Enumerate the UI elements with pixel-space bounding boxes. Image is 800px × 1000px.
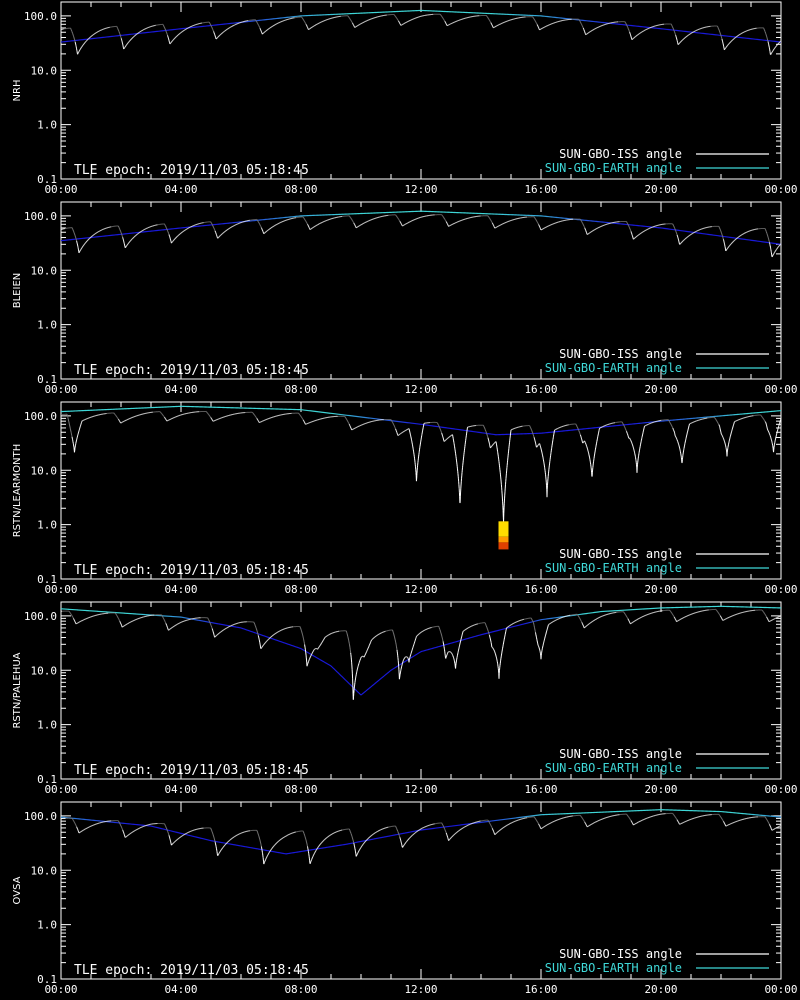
x-tick-label: 16:00 [524, 183, 557, 196]
x-tick-label: 20:00 [644, 183, 677, 196]
x-tick-label: 12:00 [404, 183, 437, 196]
panels: 0.1 1.0 10.0 100.0 00:00 04:00 08:00 12:00 16:00… [12, 1, 798, 996]
x-tick-label: 08:00 [284, 183, 317, 196]
y-tick-label: 0.1 [37, 373, 57, 386]
legend-label: SUN-GBO-ISS angle [559, 147, 682, 161]
y-tick-label: 10.0 [31, 264, 58, 277]
x-tick-label: 04:00 [164, 383, 197, 396]
panel-bleien: 0.1 1.0 10.0 100.0 00:00 04:00 08:00 12:00 16:00… [12, 201, 798, 396]
y-tick-label: 1.0 [37, 319, 57, 332]
y-axis-label: NRH [12, 80, 23, 102]
x-tick-label: 16:00 [524, 383, 557, 396]
x-tick-label: 04:00 [164, 183, 197, 196]
x-tick-label: 12:00 [404, 383, 437, 396]
y-tick-label: 1.0 [37, 119, 57, 132]
tle-epoch-label: TLE epoch: 2019/11/03 05:18:45 [74, 163, 309, 178]
x-tick-label: 00:00 [44, 183, 77, 196]
panel-nrh: 0.1 1.0 10.0 100.0 00:00 04:00 08:00 12:00 16:00… [12, 1, 798, 196]
x-tick-label: 00:00 [764, 383, 797, 396]
x-tick-label: 08:00 [284, 383, 317, 396]
y-tick-label: 100.0 [24, 210, 57, 223]
y-axis-label: BLEIEN [12, 273, 23, 309]
x-tick-label: 00:00 [764, 183, 797, 196]
legend-label: SUN-GBO-EARTH angle [545, 161, 682, 175]
y-tick-label: 10.0 [31, 64, 58, 77]
y-tick-label: 0.1 [37, 173, 57, 186]
x-tick-label: 00:00 [44, 383, 77, 396]
x-tick-label: 20:00 [644, 383, 677, 396]
y-tick-label: 100.0 [24, 10, 57, 23]
